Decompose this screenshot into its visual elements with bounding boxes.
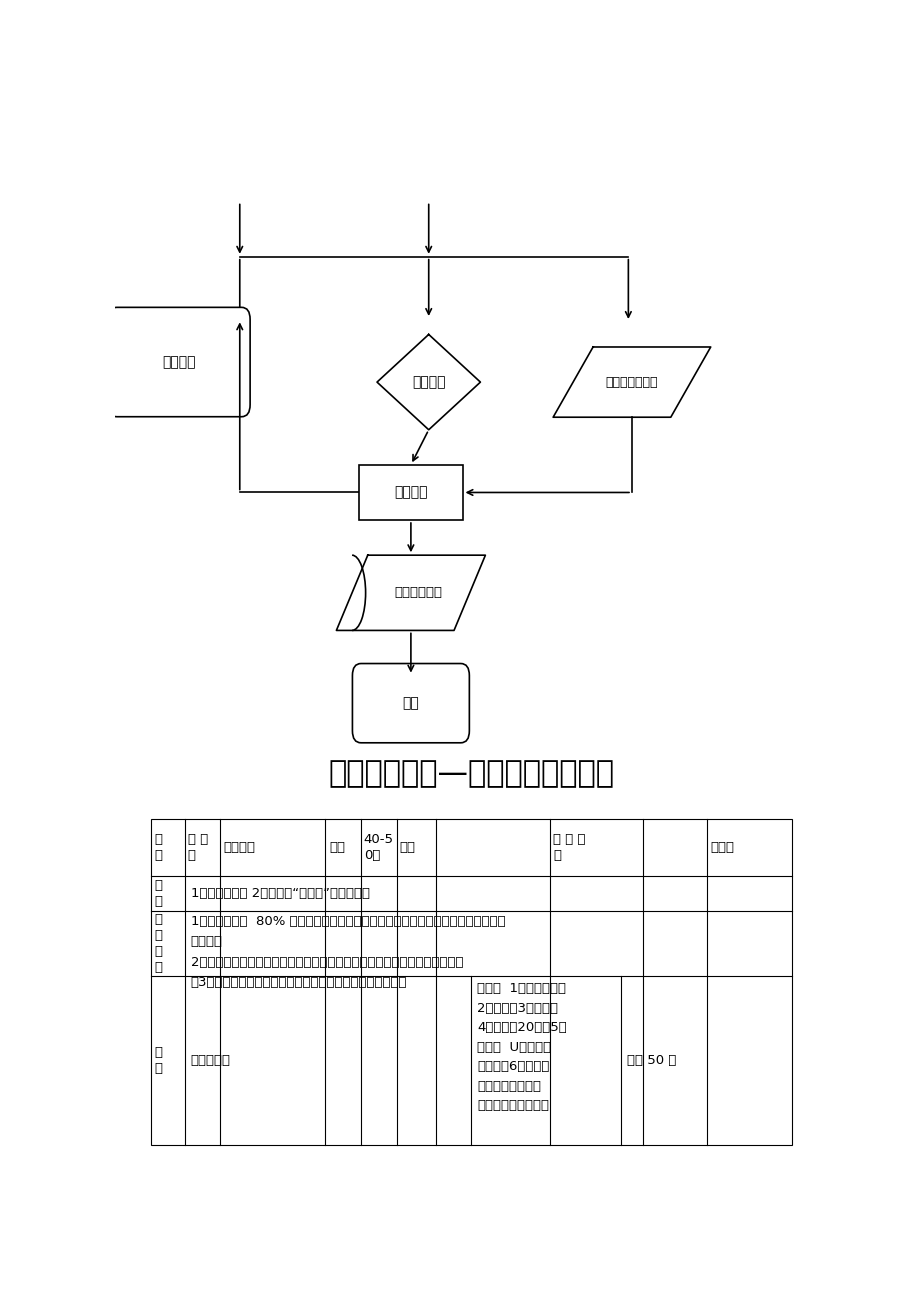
Text: 学生总结: 学生总结	[163, 354, 196, 369]
Text: 执教教师: 执教教师	[223, 840, 255, 853]
Text: 40-5
0人: 40-5 0人	[363, 833, 393, 861]
Text: 课
题: 课 题	[154, 878, 162, 908]
Text: 学生间相互评价: 学生间相互评价	[605, 375, 657, 388]
FancyBboxPatch shape	[108, 308, 250, 417]
Text: 媒体学生欣赏: 媒体学生欣赏	[393, 586, 441, 599]
Text: 足球 50 个: 足球 50 个	[626, 1054, 675, 1067]
Text: 1、脚内侧传球 2、游戏：“开火车”传接球接力: 1、脚内侧传球 2、游戏：“开火车”传接球接力	[190, 887, 369, 900]
Text: 场
地: 场 地	[154, 1046, 162, 1075]
Polygon shape	[552, 347, 710, 417]
Text: 1、认知目标：  80% 学生初步学会脚内侧传球的动作方法，并乐于参与到足球运动
学中来。
2、技能目标：使学生的柔韧性，协调性以及腿部力量等身体素质得到提高。: 1、认知目标： 80% 学生初步学会脚内侧传球的动作方法，并乐于参与到足球运动 …	[190, 915, 505, 989]
Text: 课 的 类
型: 课 的 类 型	[553, 833, 585, 861]
Text: 日期: 日期	[399, 840, 415, 853]
Text: 结束: 结束	[403, 696, 419, 710]
Polygon shape	[377, 335, 480, 430]
Text: 教师参与: 教师参与	[393, 486, 427, 499]
Text: 教师讲评: 教师讲评	[412, 375, 445, 390]
Text: 足球场一个: 足球场一个	[190, 1054, 231, 1067]
Bar	[151, 818, 791, 1144]
Text: 新授课: 新授课	[709, 840, 733, 853]
Text: 人数: 人数	[329, 840, 345, 853]
FancyBboxPatch shape	[352, 663, 469, 743]
Text: 七 年
级: 七 年 级	[187, 833, 208, 861]
Text: 班
级: 班 级	[154, 833, 162, 861]
Text: 器材：  1、小扩音器、
2、哨子、3、展版、
4、标志物20个。5、
可以插  U盘的播放
器一个，6、可以连
接笔记本电脑的扩
音器一个和连接线。: 器材： 1、小扩音器、 2、哨子、3、展版、 4、标志物20个。5、 可以插 U…	[477, 982, 566, 1111]
Bar	[358, 465, 462, 520]
Text: 十一、《足球—脚内侧传球》教案: 十一、《足球—脚内侧传球》教案	[328, 758, 614, 788]
Text: 教
学
目
标: 教 学 目 标	[154, 913, 162, 973]
Polygon shape	[336, 555, 485, 631]
